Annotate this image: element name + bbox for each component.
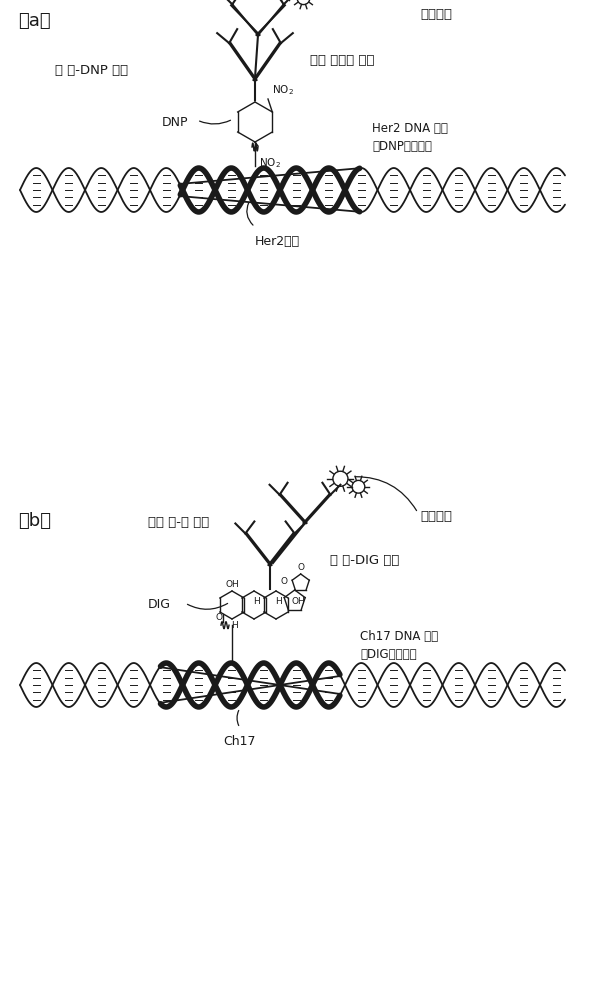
Text: Her2 DNA 探针
（DNP－标记）: Her2 DNA 探针 （DNP－标记） [372, 122, 448, 153]
Text: Ch17 DNA 探针
（DIG－标记）: Ch17 DNA 探针 （DIG－标记） [360, 630, 438, 660]
Text: H: H [231, 621, 237, 630]
Text: Her2基因: Her2基因 [255, 235, 300, 248]
Text: OH: OH [225, 580, 239, 589]
Text: 鼠 抗-DIG 抗体: 鼠 抗-DIG 抗体 [330, 554, 400, 566]
Text: H: H [253, 597, 259, 606]
Text: 山羊 抗-鼠 抗体: 山羊 抗-鼠 抗体 [148, 516, 209, 530]
Text: （a）: （a） [18, 12, 51, 30]
Text: Ch17: Ch17 [224, 735, 256, 748]
Text: NO$_2$: NO$_2$ [272, 83, 294, 97]
Text: NO$_2$: NO$_2$ [259, 156, 281, 170]
Text: OH: OH [292, 596, 305, 605]
Text: DNP: DNP [162, 115, 188, 128]
Text: 兔 抗-DNP 抗体: 兔 抗-DNP 抗体 [55, 64, 128, 77]
Text: H: H [275, 597, 281, 606]
Text: DIG: DIG [148, 598, 171, 611]
Text: O: O [297, 563, 304, 572]
Text: O: O [215, 613, 222, 622]
Text: （b）: （b） [18, 512, 51, 530]
Text: 荧光色素: 荧光色素 [420, 8, 452, 21]
Text: 山羊 抗－免 抗体: 山羊 抗－免 抗体 [310, 53, 375, 66]
Text: O: O [281, 576, 288, 585]
Text: 荧光色素: 荧光色素 [420, 510, 452, 523]
